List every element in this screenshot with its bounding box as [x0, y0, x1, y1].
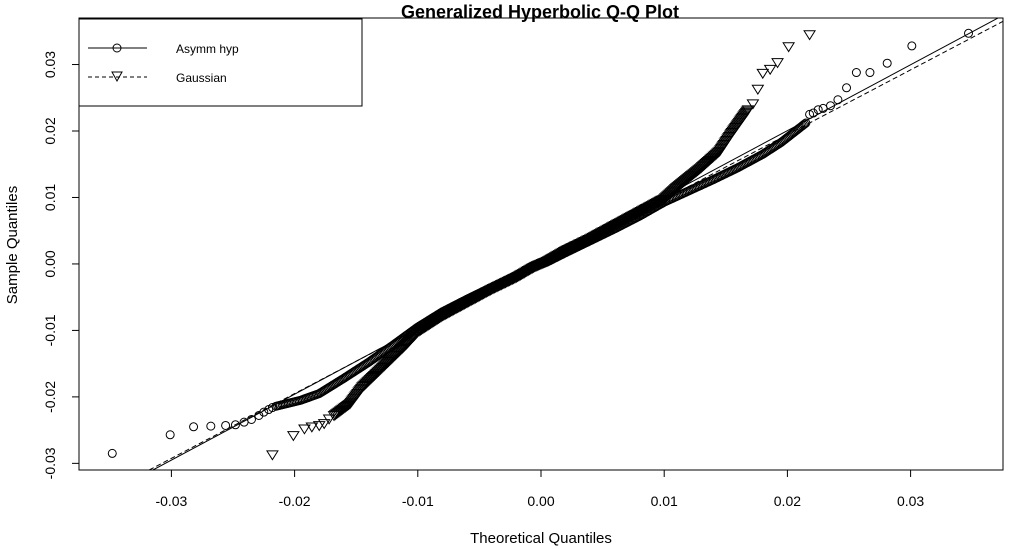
point-gaussian — [782, 42, 796, 53]
point-gaussian — [317, 419, 331, 430]
y-tick-label: 0.02 — [42, 117, 58, 144]
x-tick-label: 0.02 — [774, 493, 801, 509]
y-tick-label: 0.01 — [42, 184, 58, 211]
reference-line-asymm-hyp — [152, 18, 1000, 470]
point-asymm-hyp — [206, 421, 216, 431]
point-gaussian — [312, 421, 326, 432]
y-axis: -0.03 -0.02 -0.01 0.00 0.01 0.02 0.03 — [42, 51, 80, 479]
point-asymm-hyp — [230, 420, 240, 430]
reference-line-gaussian — [148, 20, 1003, 470]
point-gaussian — [756, 68, 770, 80]
y-axis-title: Sample Quantiles — [4, 186, 21, 304]
reference-lines — [148, 18, 1003, 470]
point-asymm-hyp — [851, 68, 861, 78]
point-asymm-hyp — [221, 420, 231, 430]
x-axis: -0.03 -0.02 -0.01 0.00 0.01 0.02 0.03 — [155, 469, 924, 509]
point-asymm-hyp — [882, 58, 892, 68]
point-asymm-hyp — [818, 103, 828, 113]
point-asymm-hyp — [165, 430, 175, 440]
legend-label-asymm-hyp: Asymm hyp — [176, 42, 239, 56]
legend-label-gaussian: Gaussian — [176, 71, 227, 85]
legend: Asymm hyp Gaussian — [78, 18, 363, 107]
legend-marker-asymm-hyp — [112, 43, 122, 53]
point-asymm-hyp — [964, 28, 974, 38]
y-tick-label: 0.00 — [42, 250, 58, 277]
point-gaussian — [305, 422, 319, 433]
legend-box — [78, 18, 363, 107]
y-tick-label: 0.03 — [42, 51, 58, 78]
point-gaussian — [751, 84, 765, 96]
point-asymm-hyp — [107, 448, 117, 458]
point-asymm-hyp — [865, 68, 875, 78]
point-gaussian — [537, 258, 550, 269]
points-layer — [107, 28, 974, 461]
x-tick-label: -0.03 — [155, 493, 187, 509]
x-tick-label: -0.01 — [402, 493, 434, 509]
point-gaussian — [534, 259, 548, 270]
point-gaussian — [803, 30, 816, 41]
legend-marker-gaussian — [111, 71, 123, 83]
point-asymm-hyp — [907, 41, 917, 51]
x-tick-label: 0.01 — [651, 493, 678, 509]
x-axis-title: Theoretical Quantiles — [470, 530, 612, 547]
chart-title: Generalized Hyperbolic Q-Q Plot — [401, 2, 679, 22]
point-gaussian — [741, 105, 755, 116]
y-tick-label: -0.01 — [42, 314, 58, 346]
y-tick-label: -0.02 — [42, 381, 58, 413]
point-gaussian — [771, 58, 784, 69]
point-gaussian — [286, 431, 300, 442]
point-asymm-hyp — [842, 83, 852, 93]
point-gaussian — [746, 99, 760, 110]
x-tick-label: -0.02 — [279, 493, 311, 509]
point-gaussian — [298, 424, 311, 435]
point-asymm-hyp — [798, 120, 808, 130]
y-tick-label: -0.03 — [42, 447, 58, 479]
point-asymm-hyp — [189, 422, 199, 432]
point-gaussian — [322, 414, 336, 425]
point-gaussian — [266, 450, 279, 461]
x-tick-label: 0.00 — [527, 493, 554, 509]
point-gaussian — [535, 259, 549, 270]
point-asymm-hyp — [267, 403, 277, 413]
x-tick-label: 0.03 — [897, 493, 924, 509]
